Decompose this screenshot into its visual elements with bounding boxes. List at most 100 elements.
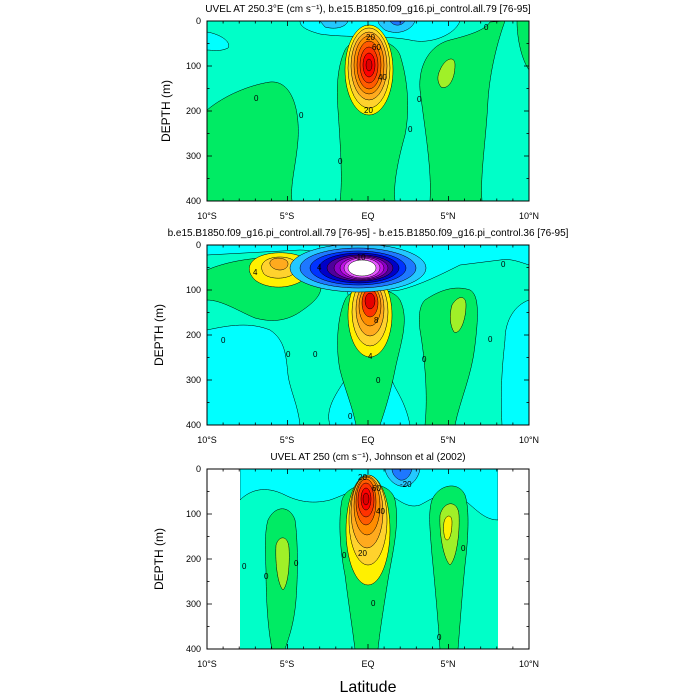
x-tick-label: EQ [361,211,374,221]
panel-2-contour-label: 0 [313,350,318,359]
x-tick-label: 5°N [440,659,455,669]
x-tick-label: 5°N [440,211,455,221]
panel-2-contour-label: 4 [368,352,373,361]
panel-2-contour-label: 0 [348,412,353,421]
panel-1-contour-label: 60 [372,43,381,52]
panel-3-contour-label: 0 [264,572,269,581]
y-tick-label: 100 [186,509,201,519]
panel-2-contour-label: 0 [488,335,493,344]
panel-3-y-axis: 0 100 200 300 400 DEPTH (m) [152,464,201,654]
panel-1-title: UVEL AT 250.3°E (cm s⁻¹), b.e15.B1850.f0… [205,4,531,15]
panel-2-orange-south [269,257,289,271]
panel-3-x-axis-label: Latitude [340,679,397,696]
axis-tick-marks [206,20,530,650]
panel-1-contour-label: 20 [364,106,373,115]
panel-2-lime-east [450,297,467,333]
panel-1-contour-label: 0 [254,94,259,103]
y-tick-label: 100 [186,285,201,295]
panel-1-contour-labels: 20 40 60 20 0 0 0 0 0 0 [254,23,489,166]
x-tick-label: 5°S [280,211,295,221]
panel-2-pos-core [364,292,376,310]
panel-3: UVEL AT 250 (cm s⁻¹), Johnson et al (200… [152,452,539,696]
panel-2-x-axis: 10°S 5°S EQ 5°N 10°N [197,435,539,445]
panel-2: b.e15.B1850.f09_g16.pi_control.all.79 [7… [152,228,569,445]
panel-2-y-axis-label: DEPTH (m) [152,304,166,366]
panel-3-contour-label: 0 [371,599,376,608]
panel-3-contour-label: 60 [372,484,381,493]
y-tick-label: 400 [186,196,201,206]
x-tick-label: 10°S [197,659,217,669]
x-tick-label: 5°N [440,435,455,445]
x-tick-label: 5°S [280,435,295,445]
panel-3-contour-label: 20 [358,549,367,558]
panel-1-lime-tongue [437,58,456,88]
panel-1: UVEL AT 250.3°E (cm s⁻¹), b.e15.B1850.f0… [159,4,539,221]
panel-1-contour-label: 20 [366,33,375,42]
y-tick-label: 200 [186,106,201,116]
y-tick-label: 200 [186,330,201,340]
y-tick-label: 100 [186,61,201,71]
panel-1-core [365,58,373,72]
y-tick-label: 0 [196,240,201,250]
y-tick-label: 0 [196,464,201,474]
panel-2-contour-label: 0 [376,376,381,385]
panel-3-yellow-east [443,515,453,541]
panel-1-y-axis: 0 100 200 300 400 DEPTH (m) [159,16,201,206]
panel-2-title: b.e15.B1850.f09_g16.pi_control.all.79 [7… [168,228,569,239]
panel-3-darkblue-surface [391,469,413,481]
panel-1-y-axis-label: DEPTH (m) [159,80,173,142]
panel-1-contour-label: 0 [417,95,422,104]
x-tick-label: EQ [361,435,374,445]
panel-3-x-axis: 10°S 5°S EQ 5°N 10°N Latitude [197,659,539,696]
panel-3-contour-labels: 20 40 60 20 -20 0 0 0 0 0 0 0 [242,473,466,642]
panel-1-cyan-west-tongue [207,31,230,51]
panel-2-y-axis: 0 100 200 300 400 DEPTH (m) [152,240,201,430]
panel-3-y-axis-label: DEPTH (m) [152,528,166,590]
panel-3-contour-label: 0 [461,544,466,553]
x-tick-label: 10°N [519,659,539,669]
panel-3-contour-label: 0 [242,562,247,571]
panel-3-contours [240,469,498,649]
panel-3-contour-label: -20 [400,480,412,489]
panel-3-contour-label: 20 [358,473,367,482]
y-tick-label: 200 [186,554,201,564]
y-tick-label: 400 [186,420,201,430]
x-tick-label: 10°S [197,211,217,221]
panel-1-green-east-edge [516,21,529,71]
panel-1-contour-label: 0 [484,23,489,32]
y-tick-label: 300 [186,375,201,385]
panel-3-title: UVEL AT 250 (cm s⁻¹), Johnson et al (200… [270,452,465,463]
panel-2-contour-label: -10 [354,253,366,262]
x-tick-label: 5°S [280,659,295,669]
panel-2-contour-label: 4 [317,263,322,272]
panel-3-core [362,492,370,506]
y-tick-label: 0 [196,16,201,26]
panel-2-contour-label: 0 [221,336,226,345]
panel-1-contour-label: 0 [299,111,304,120]
panel-3-contour-label: 0 [437,633,442,642]
panel-2-contour-labels: -10 8 4 0 0 0 0 0 0 0 0 4 4 [221,253,506,421]
panel-2-neg-core [347,259,377,277]
x-tick-label: 10°S [197,435,217,445]
panel-1-green-east-band [419,21,506,201]
panel-1-contours [207,21,529,201]
panel-3-contour-label: 40 [376,507,385,516]
y-tick-label: 300 [186,599,201,609]
x-tick-label: 10°N [519,211,539,221]
panel-3-lime-west [275,537,290,591]
panel-3-contour-label: 0 [342,551,347,560]
panel-1-contour-label: 0 [338,157,343,166]
panel-1-x-axis: 10°S 5°S EQ 5°N 10°N [197,211,539,221]
panel-2-contours [207,245,529,425]
panel-2-contour-label: 4 [253,268,258,277]
x-tick-label: 10°N [519,435,539,445]
panel-3-contour-label: 0 [294,559,299,568]
panel-2-contour-label: 0 [422,355,427,364]
x-tick-label: EQ [361,659,374,669]
panel-1-surface-blue-east [377,21,416,33]
panel-1-green-west [207,81,299,201]
y-tick-label: 400 [186,644,201,654]
panel-1-contour-label: 0 [408,125,413,134]
y-tick-label: 300 [186,151,201,161]
